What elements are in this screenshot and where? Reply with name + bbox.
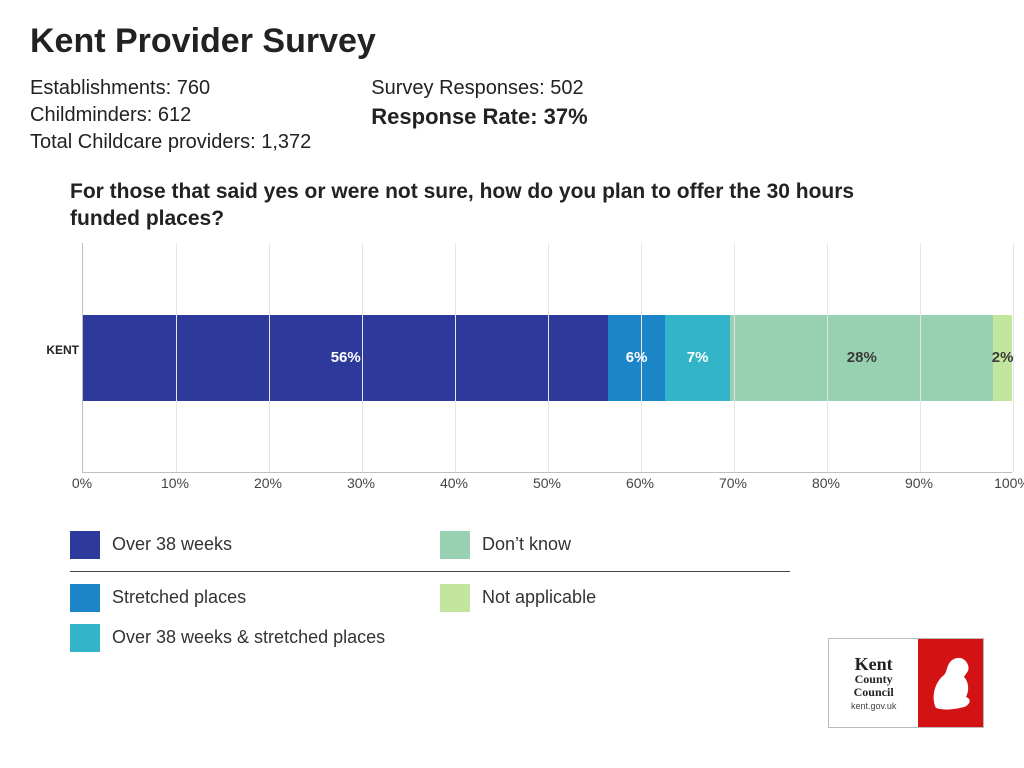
gridline bbox=[734, 243, 735, 472]
gridline bbox=[1013, 243, 1014, 472]
x-tick-label: 0% bbox=[72, 475, 92, 491]
x-tick-label: 30% bbox=[347, 475, 375, 491]
legend-label: Don’t know bbox=[482, 534, 571, 555]
logo-text-kent: Kent bbox=[855, 655, 893, 673]
horse-icon bbox=[926, 653, 976, 713]
segment-over-38-and-stretched: 7% bbox=[665, 315, 731, 401]
gridline bbox=[920, 243, 921, 472]
legend-item-over-38-weeks: Over 38 weeks bbox=[70, 531, 420, 559]
meta-row: Establishments: 760 Childminders: 612 To… bbox=[30, 75, 994, 156]
legend-label: Not applicable bbox=[482, 587, 596, 608]
x-tick-label: 70% bbox=[719, 475, 747, 491]
gridline bbox=[269, 243, 270, 472]
x-tick-label: 90% bbox=[905, 475, 933, 491]
gridline bbox=[548, 243, 549, 472]
segment-dont-know: 28% bbox=[730, 315, 993, 401]
logo-text-county: County bbox=[855, 673, 893, 686]
x-tick-label: 40% bbox=[440, 475, 468, 491]
meta-left: Establishments: 760 Childminders: 612 To… bbox=[30, 75, 311, 156]
x-axis-ticks: 0%10%20%30%40%50%60%70%80%90%100% bbox=[82, 473, 1012, 503]
kent-council-logo: Kent County Council kent.gov.uk bbox=[828, 638, 984, 728]
legend-swatch bbox=[440, 531, 470, 559]
chart-plot: KENT 56%6%7%28%2% bbox=[82, 243, 1012, 473]
segment-not-applicable: 2% bbox=[993, 315, 1012, 401]
legend-label: Over 38 weeks bbox=[112, 534, 232, 555]
meta-childminders: Childminders: 612 bbox=[30, 102, 311, 129]
logo-emblem bbox=[918, 639, 983, 727]
legend-item-over-38-and-stretched: Over 38 weeks & stretched places bbox=[70, 624, 420, 652]
meta-establishments: Establishments: 760 bbox=[30, 75, 311, 102]
x-tick-label: 100% bbox=[994, 475, 1024, 491]
legend-swatch bbox=[70, 624, 100, 652]
legend-divider bbox=[70, 571, 790, 572]
logo-text-council: Council bbox=[854, 686, 894, 699]
category-label: KENT bbox=[31, 343, 79, 357]
meta-response-rate: Response Rate: 37% bbox=[371, 102, 587, 132]
legend-item-not-applicable: Not applicable bbox=[440, 584, 790, 612]
segment-over-38-weeks: 56% bbox=[83, 315, 608, 401]
meta-right: Survey Responses: 502 Response Rate: 37% bbox=[371, 75, 587, 156]
x-tick-label: 80% bbox=[812, 475, 840, 491]
legend-label: Over 38 weeks & stretched places bbox=[112, 627, 385, 648]
meta-total: Total Childcare providers: 1,372 bbox=[30, 129, 311, 156]
legend-swatch bbox=[70, 584, 100, 612]
legend-swatch bbox=[440, 584, 470, 612]
x-tick-label: 20% bbox=[254, 475, 282, 491]
gridline bbox=[362, 243, 363, 472]
meta-responses: Survey Responses: 502 bbox=[371, 75, 587, 102]
chart: KENT 56%6%7%28%2% 0% 10% 20% 30% 40% 50% 60% 70… bbox=[30, 243, 1024, 503]
gridline bbox=[176, 243, 177, 472]
gridline bbox=[641, 243, 642, 472]
gridline bbox=[827, 243, 828, 472]
x-tick-label: 50% bbox=[533, 475, 561, 491]
legend-item-stretched-places: Stretched places bbox=[70, 584, 420, 612]
legend: Over 38 weeks Don’t know Stretched places N… bbox=[70, 531, 994, 652]
x-tick-label: 60% bbox=[626, 475, 654, 491]
logo-url: kent.gov.uk bbox=[851, 701, 896, 711]
page-title: Kent Provider Survey bbox=[30, 22, 994, 61]
segment-stretched-places: 6% bbox=[608, 315, 664, 401]
x-tick-label: 10% bbox=[161, 475, 189, 491]
legend-swatch bbox=[70, 531, 100, 559]
legend-label: Stretched places bbox=[112, 587, 246, 608]
gridline bbox=[455, 243, 456, 472]
legend-item-dont-know: Don’t know bbox=[440, 531, 790, 559]
survey-question: For those that said yes or were not sure… bbox=[70, 178, 890, 233]
